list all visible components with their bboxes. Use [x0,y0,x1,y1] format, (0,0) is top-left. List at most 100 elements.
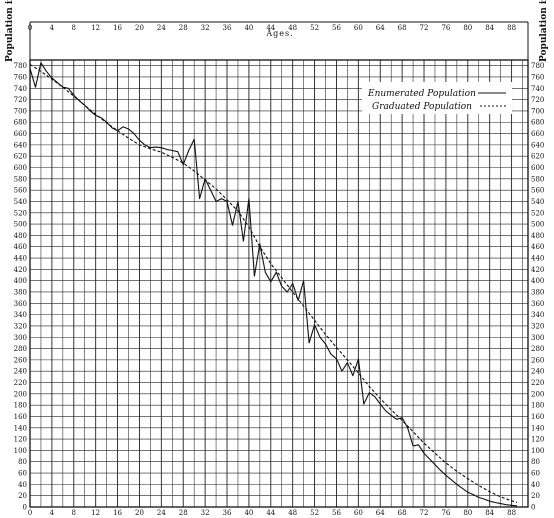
x-tick-label-top: 12 [91,24,100,32]
y-tick-label-left: 480 [14,232,27,240]
y-tick-label-left: 240 [14,368,27,376]
y-axis-title-left: Population in thousands. [5,0,15,62]
y-tick-label-right: 540 [531,198,544,206]
y-tick-label-right: 380 [531,288,544,296]
y-tick-label-right: 140 [531,424,544,432]
y-tick-label-right: 780 [531,62,544,70]
x-tick-label-bottom: 24 [157,509,166,517]
x-tick-label-bottom: 20 [135,509,144,517]
x-tick-label-bottom: 76 [441,509,450,517]
x-tick-label-bottom: 48 [288,509,297,517]
y-tick-label-left: 720 [14,96,27,104]
y-tick-label-right: 700 [531,107,544,115]
x-tick-label-top: 8 [72,24,76,32]
legend-label-enumerated: Enumerated Population [367,89,476,99]
x-tick-label-bottom: 36 [223,509,232,517]
plot-frame [29,59,529,508]
y-axis-title-right: Population in thousands. [539,0,549,62]
x-tick-label-bottom: 60 [354,509,363,517]
y-tick-label-left: 740 [14,85,27,93]
y-tick-label-right: 180 [531,402,544,410]
y-tick-label-right: 720 [531,96,544,104]
x-tick-label-top: 68 [398,24,407,32]
y-tick-label-right: 360 [531,300,544,308]
x-tick-label-bottom: 84 [485,509,494,517]
y-tick-label-right: 40 [531,481,540,489]
x-tick-label-top: 40 [244,24,253,32]
y-tick-label-left: 100 [14,447,27,455]
x-tick-label-bottom: 68 [398,509,407,517]
y-tick-label-left: 60 [18,470,27,478]
y-tick-label-left: 80 [18,458,27,466]
x-tick-label-top: 52 [310,24,319,32]
y-tick-label-left: 520 [14,209,27,217]
y-tick-label-right: 420 [531,266,544,274]
y-tick-label-left: 220 [14,379,27,387]
y-tick-label-left: 160 [14,413,27,421]
y-tick-label-right: 500 [531,221,544,229]
x-tick-label-top: 36 [223,24,232,32]
x-tick-label-top: 76 [441,24,450,32]
x-tick-label-top: 4 [50,24,55,32]
x-tick-label-top: 24 [157,24,166,32]
y-tick-label-left: 20 [18,492,27,500]
x-tick-label-bottom: 56 [332,509,341,517]
y-tick-label-left: 0 [23,504,27,512]
x-tick-label-bottom: 80 [463,509,472,517]
y-tick-label-left: 580 [14,175,27,183]
x-tick-label-bottom: 12 [91,509,100,517]
y-tick-label-left: 140 [14,424,27,432]
y-tick-label-left: 680 [14,119,27,127]
y-tick-label-right: 680 [531,119,544,127]
y-tick-label-left: 260 [14,356,27,364]
x-tick-label-bottom: 8 [72,509,76,517]
y-tick-label-right: 760 [531,73,544,81]
y-tick-label-left: 120 [14,436,27,444]
legend-label-graduated: Graduated Population [372,102,472,112]
y-tick-label-right: 100 [531,447,544,455]
y-tick-label-right: 280 [531,345,544,353]
y-tick-label-left: 640 [14,141,27,149]
legend: Enumerated Population Graduated Populati… [362,82,512,114]
y-tick-label-left: 500 [14,221,27,229]
y-tick-label-right: 440 [531,255,544,263]
y-tick-label-right: 340 [531,311,544,319]
chart-frame [29,21,529,508]
y-tick-label-right: 160 [531,413,544,421]
y-tick-label-left: 460 [14,243,27,251]
y-tick-label-left: 400 [14,277,27,285]
y-tick-label-left: 40 [18,481,27,489]
x-tick-label-bottom: 52 [310,509,319,517]
tick-labels: 0044881212161620202424282832323636404044… [14,24,545,517]
series-line-enumerated [29,62,518,507]
x-tick-label-top: 80 [463,24,472,32]
y-tick-label-right: 460 [531,243,544,251]
y-tick-label-right: 640 [531,141,544,149]
y-tick-label-left: 320 [14,322,27,330]
y-tick-label-left: 540 [14,198,27,206]
y-tick-label-right: 300 [531,334,544,342]
x-tick-label-bottom: 4 [50,509,55,517]
y-tick-label-right: 20 [531,492,540,500]
y-tick-label-right: 600 [531,164,544,172]
chart-grid [29,60,528,508]
y-tick-label-left: 780 [14,62,27,70]
x-tick-label-top: 64 [376,24,385,32]
x-tick-label-top: 84 [485,24,494,32]
legend-box [362,82,512,114]
x-tick-label-top: 20 [135,24,144,32]
series-line-graduated [29,64,518,504]
x-tick-label-top: 56 [332,24,341,32]
y-tick-label-left: 180 [14,402,27,410]
y-tick-label-left: 280 [14,345,27,353]
x-tick-label-bottom: 44 [266,509,275,517]
y-tick-label-right: 220 [531,379,544,387]
x-tick-label-bottom: 88 [507,509,516,517]
x-tick-label-top: 0 [28,24,32,32]
x-tick-label-bottom: 32 [201,509,210,517]
y-tick-label-left: 700 [14,107,27,115]
y-tick-label-right: 620 [531,153,544,161]
y-tick-label-right: 80 [531,458,540,466]
y-tick-label-left: 420 [14,266,27,274]
